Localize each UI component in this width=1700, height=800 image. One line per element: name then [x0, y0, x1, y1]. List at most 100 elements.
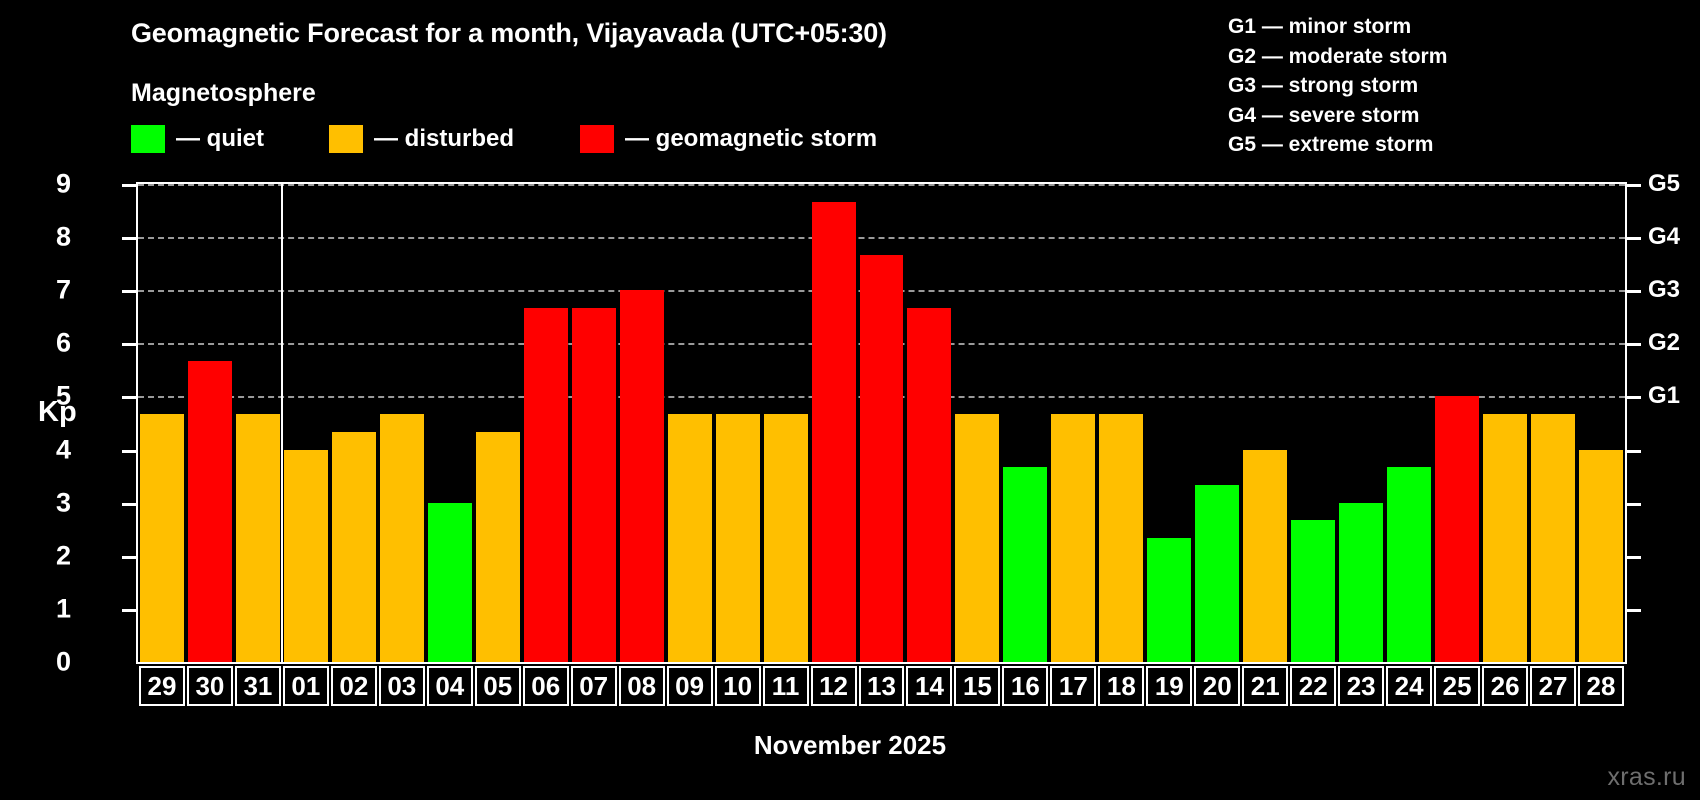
plot-area: [136, 182, 1627, 664]
bar-day-11[interactable]: [763, 413, 808, 662]
y-tick-mark-left-8: [122, 237, 136, 241]
bar-day-13[interactable]: [859, 254, 904, 662]
bar-day-03[interactable]: [379, 413, 424, 662]
y-tick-label-5: 5: [55, 380, 71, 411]
legend-label-quiet: — quiet: [176, 125, 264, 152]
day-label-15[interactable]: 15: [954, 666, 1001, 706]
day-label-07[interactable]: 07: [570, 666, 617, 706]
day-label-31[interactable]: 31: [234, 666, 281, 706]
day-label-29[interactable]: 29: [139, 666, 185, 706]
bar-day-18[interactable]: [1099, 413, 1144, 662]
day-label-18[interactable]: 18: [1098, 666, 1145, 706]
gscale-row-g3: G3 — strong storm: [1228, 74, 1419, 97]
day-label-23[interactable]: 23: [1338, 666, 1385, 706]
day-label-03[interactable]: 03: [378, 666, 425, 706]
day-label-12[interactable]: 12: [810, 666, 857, 706]
g-tick-label-G5: G5: [1648, 170, 1681, 197]
bar-day-23[interactable]: [1339, 502, 1384, 662]
day-label-22[interactable]: 22: [1290, 666, 1337, 706]
day-label-02[interactable]: 02: [330, 666, 377, 706]
y-tick-label-1: 1: [55, 593, 71, 624]
y-tick-mark-right-2: [1627, 555, 1641, 559]
g-tick-label-G1: G1: [1648, 382, 1681, 410]
g-tick-label-G3: G3: [1648, 276, 1681, 304]
bar-day-10[interactable]: [715, 413, 760, 662]
g-tick-label-G2: G2: [1648, 329, 1681, 357]
legend-label-storm: — geomagnetic storm: [625, 125, 878, 152]
day-label-10[interactable]: 10: [714, 666, 761, 706]
bar-day-17[interactable]: [1051, 413, 1096, 662]
bar-day-20[interactable]: [1195, 485, 1240, 662]
bar-day-09[interactable]: [667, 413, 712, 662]
y-tick-mark-left-3: [122, 502, 136, 506]
day-label-20[interactable]: 20: [1194, 666, 1241, 706]
bar-day-06[interactable]: [523, 307, 568, 662]
x-axis-day-labels: 29 30 31 01 02 03 04 05 06 07 08 09 10 11 12 13 14 15 16 17…: [136, 666, 1627, 706]
day-label-13[interactable]: 13: [858, 666, 905, 706]
day-label-17[interactable]: 17: [1050, 666, 1097, 706]
bar-day-12[interactable]: [811, 201, 856, 662]
day-label-24[interactable]: 24: [1386, 666, 1433, 706]
day-label-05[interactable]: 05: [474, 666, 521, 706]
y-tick-mark-left-6: [122, 343, 136, 347]
bar-day-24[interactable]: [1387, 467, 1432, 662]
bar-day-25[interactable]: [1435, 396, 1480, 662]
gscale-row-g4: G4 — severe storm: [1228, 103, 1420, 127]
y-tick-mark-right-3: [1627, 502, 1641, 506]
bar-day-21[interactable]: [1243, 449, 1288, 662]
bar-day-01[interactable]: [283, 449, 328, 662]
bar-day-28[interactable]: [1579, 449, 1623, 662]
legend-swatch-quiet: [131, 125, 165, 153]
day-label-19[interactable]: 19: [1146, 666, 1193, 706]
bar-day-29[interactable]: [140, 413, 184, 662]
gridline-kp-9: [138, 184, 1625, 186]
y-tick-mark-left-1: [122, 608, 136, 612]
bar-day-30[interactable]: [187, 360, 232, 662]
month-separator-line: [280, 184, 283, 662]
bar-day-04[interactable]: [427, 502, 472, 662]
bar-day-15[interactable]: [955, 413, 1000, 662]
y-tick-mark-left-4: [122, 449, 136, 453]
y-tick-mark-right-7: [1627, 290, 1641, 294]
day-label-30[interactable]: 30: [186, 666, 233, 706]
bar-day-14[interactable]: [907, 307, 952, 662]
day-label-25[interactable]: 25: [1434, 666, 1481, 706]
day-label-11[interactable]: 11: [762, 666, 809, 706]
bar-day-27[interactable]: [1531, 413, 1576, 662]
day-label-06[interactable]: 06: [522, 666, 569, 706]
bar-day-02[interactable]: [331, 432, 376, 662]
day-label-16[interactable]: 16: [1002, 666, 1049, 706]
legend-swatch-storm: [580, 125, 614, 153]
gscale-row-g1: G1 — minor storm: [1228, 15, 1412, 38]
day-label-09[interactable]: 09: [666, 666, 713, 706]
day-label-26[interactable]: 26: [1482, 666, 1529, 706]
day-label-28[interactable]: 28: [1578, 666, 1624, 706]
bar-day-31[interactable]: [235, 413, 280, 662]
y-tick-mark-left-5: [122, 396, 136, 400]
y-tick-mark-left-9: [122, 184, 136, 187]
bar-day-16[interactable]: [1003, 467, 1048, 662]
day-label-01[interactable]: 01: [282, 666, 329, 706]
y-tick-mark-left-7: [122, 290, 136, 294]
y-tick-label-9: 9: [55, 168, 71, 199]
bar-day-26[interactable]: [1483, 413, 1528, 662]
magnetosphere-label: Magnetosphere: [131, 79, 316, 107]
day-label-14[interactable]: 14: [906, 666, 953, 706]
bar-day-05[interactable]: [475, 432, 520, 662]
gridline-kp-8: [138, 237, 1625, 240]
y-tick-mark-right-5: [1627, 396, 1641, 400]
day-label-08[interactable]: 08: [618, 666, 665, 706]
gscale-row-g5: G5 — extreme storm: [1228, 133, 1434, 156]
page-title: Geomagnetic Forecast for a month, Vijaya…: [131, 18, 887, 48]
legend-swatch-disturbed: [329, 125, 363, 153]
bars-container: [138, 184, 1625, 662]
bar-day-19[interactable]: [1147, 538, 1192, 662]
y-tick-label-0: 0: [55, 646, 71, 677]
day-label-04[interactable]: 04: [426, 666, 473, 706]
bar-day-08[interactable]: [619, 290, 664, 662]
day-label-21[interactable]: 21: [1242, 666, 1289, 706]
bar-day-22[interactable]: [1291, 520, 1336, 662]
day-label-27[interactable]: 27: [1530, 666, 1577, 706]
bar-day-07[interactable]: [571, 307, 616, 662]
